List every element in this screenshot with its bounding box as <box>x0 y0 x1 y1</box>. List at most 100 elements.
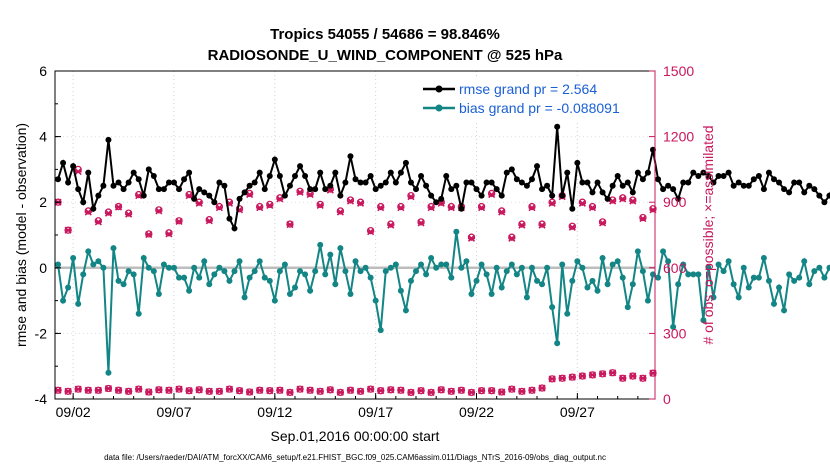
rmse-point <box>221 182 228 189</box>
bias-point <box>725 258 732 265</box>
bias-point <box>498 284 505 291</box>
rmse-point <box>448 186 455 193</box>
bias-point <box>251 268 258 275</box>
bias-point <box>619 274 626 281</box>
rmse-point <box>70 163 77 170</box>
bias-point <box>266 277 273 284</box>
bias-point <box>196 274 203 281</box>
obs-assimilated-point <box>346 386 355 394</box>
rmse-point <box>95 192 102 199</box>
bias-point <box>730 281 737 288</box>
rmse-point <box>584 179 591 186</box>
bias-point <box>675 281 682 288</box>
obs-possible-point <box>387 220 395 228</box>
rmse-point <box>362 179 369 186</box>
bias-point <box>695 271 702 278</box>
obs-assimilated-point <box>195 199 203 207</box>
right-axis-ticks: 0 300 600 900 1200 1500 <box>649 63 694 407</box>
bias-point <box>660 248 667 255</box>
rmse-point <box>236 195 243 202</box>
bias-point <box>342 268 349 275</box>
bias-point <box>478 261 485 268</box>
bias-point <box>428 254 435 261</box>
rmse-point <box>160 186 167 193</box>
rmse-point <box>342 179 349 186</box>
rmse-point <box>720 172 727 179</box>
bias-point <box>665 258 672 265</box>
rmse-point <box>337 192 344 199</box>
obs-assimilated-point <box>155 207 163 215</box>
obs-assimilated-point <box>326 386 334 394</box>
bias-point <box>231 268 238 275</box>
bias-point <box>448 274 455 281</box>
obs-possible-point <box>639 213 647 222</box>
rmse-point <box>357 179 364 186</box>
obs-assimilated-point <box>477 387 486 395</box>
rmse-point <box>589 189 596 196</box>
bias-point <box>236 258 243 265</box>
bias-point <box>160 261 167 268</box>
bias-point <box>528 264 535 271</box>
bias-point <box>352 258 359 265</box>
rmse-point <box>322 186 329 193</box>
bias-point <box>700 317 707 324</box>
rmse-point <box>443 172 450 179</box>
rmse-point <box>801 189 808 196</box>
bias-point <box>644 297 651 304</box>
x-tick-label: 09/07 <box>156 404 191 420</box>
obs-possible-point <box>356 198 365 206</box>
bias-point <box>559 261 566 268</box>
rmse-point <box>639 176 646 183</box>
bias-point <box>206 281 213 288</box>
rmse-point <box>241 189 248 196</box>
rmse-point <box>428 192 435 199</box>
bias-point <box>221 268 228 275</box>
obs-assimilated-point <box>74 385 82 393</box>
bias-point <box>413 268 420 275</box>
bias-point <box>387 264 394 271</box>
obs-assimilated-point <box>447 387 455 395</box>
obs-possible-point <box>155 206 163 214</box>
obs-assimilated-point <box>518 387 526 395</box>
bias-point <box>624 304 631 311</box>
bias-point <box>302 271 309 278</box>
rmse-point <box>145 166 152 173</box>
rmse-point <box>493 186 500 193</box>
bias-point <box>443 261 450 268</box>
bias-point <box>740 264 747 271</box>
obs-assimilated-point <box>417 387 425 395</box>
bias-point <box>286 291 293 298</box>
bias-point <box>685 271 692 278</box>
obs-assimilated-point <box>367 385 375 393</box>
bias-point <box>614 258 621 265</box>
obs-assimilated-point <box>74 168 82 176</box>
bias-point <box>720 268 727 275</box>
left-tick-label: 4 <box>39 129 47 145</box>
bias-point <box>781 307 788 314</box>
rmse-point <box>655 176 662 183</box>
rmse-point <box>392 179 399 186</box>
obs-assimilated-point <box>528 386 536 394</box>
rmse-point <box>528 176 535 183</box>
rmse-point <box>791 179 798 186</box>
obs-assimilated-point <box>588 371 597 379</box>
bias-point <box>649 271 656 278</box>
obs-possible-point <box>578 198 587 206</box>
obs-assimilated-point <box>145 230 153 239</box>
rmse-point <box>80 199 87 206</box>
bias-point <box>367 274 374 281</box>
bias-point <box>433 264 440 271</box>
legend: rmse grand pr = 2.564 bias grand pr = -0… <box>418 77 650 121</box>
bias-point <box>670 323 677 330</box>
bias-point <box>307 287 314 294</box>
rmse-point <box>594 179 601 186</box>
bias-point <box>604 281 611 288</box>
rmse-point <box>176 186 183 193</box>
rmse-point <box>100 182 107 189</box>
bias-point <box>690 271 697 278</box>
legend-box <box>418 77 650 121</box>
bias-point <box>271 297 278 304</box>
bias-point <box>211 271 218 278</box>
right-tick-label: 0 <box>663 391 671 407</box>
obs-assimilated-point <box>609 369 617 377</box>
